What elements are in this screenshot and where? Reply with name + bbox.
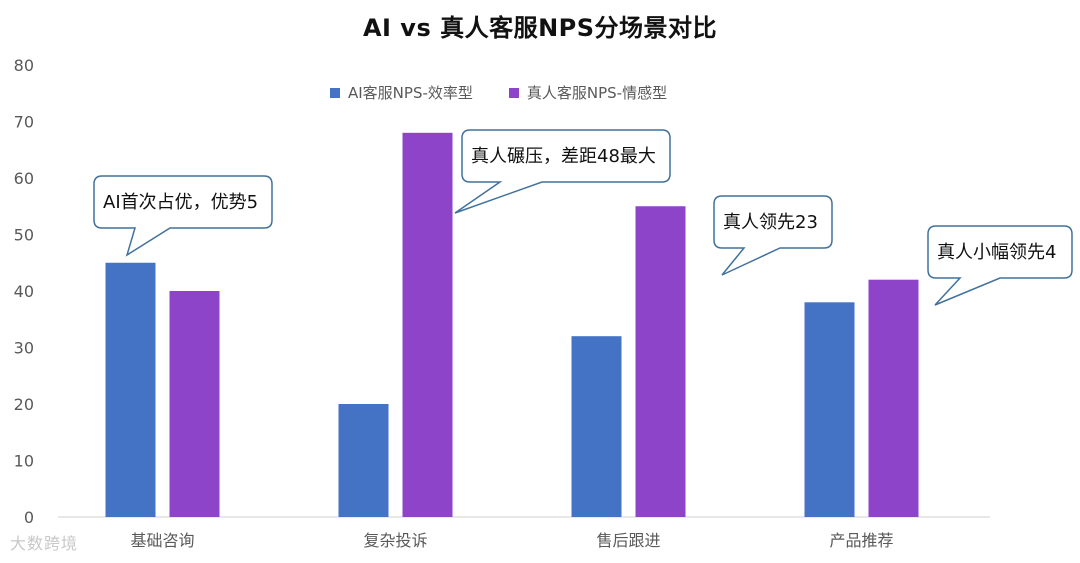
y-tick-label: 80 xyxy=(14,56,34,75)
bar xyxy=(868,279,919,517)
watermark: 大数跨境 xyxy=(10,534,79,553)
x-tick-label: 基础咨询 xyxy=(130,531,194,550)
legend-item-human: 真人客服NPS-情感型 xyxy=(508,82,668,103)
bar xyxy=(402,132,453,518)
legend: AI客服NPS-效率型 真人客服NPS-情感型 xyxy=(330,82,667,103)
y-tick-label: 0 xyxy=(24,508,34,527)
callout-bubble xyxy=(713,195,833,276)
callout-text: 真人领先23 xyxy=(723,212,818,233)
x-tick-label: 售后跟进 xyxy=(596,531,660,550)
y-tick-label: 40 xyxy=(14,282,34,301)
callout-bubble xyxy=(927,225,1073,306)
legend-item-ai: AI客服NPS-效率型 xyxy=(330,82,473,103)
bar xyxy=(105,262,156,517)
legend-swatch-ai xyxy=(330,87,340,98)
bar xyxy=(804,302,855,517)
y-tick-label: 10 xyxy=(14,452,34,471)
y-tick-label: 30 xyxy=(14,339,34,358)
y-tick-label: 50 xyxy=(14,226,34,245)
legend-swatch-human xyxy=(508,87,519,98)
bar xyxy=(571,336,622,517)
legend-label-human: 真人客服NPS-情感型 xyxy=(526,84,668,102)
y-tick-label: 60 xyxy=(14,169,34,188)
bar xyxy=(169,291,220,517)
bar xyxy=(338,404,389,517)
legend-label-ai: AI客服NPS-效率型 xyxy=(348,84,473,102)
bar xyxy=(635,206,686,517)
x-tick-label: 产品推荐 xyxy=(829,531,893,550)
callout-text: 真人碾压，差距48最大 xyxy=(471,146,656,167)
y-tick-label: 20 xyxy=(14,395,34,414)
x-tick-label: 复杂投诉 xyxy=(363,531,427,550)
callout-text: AI首次占优，优势5 xyxy=(103,192,258,213)
callout-bubble xyxy=(454,129,671,214)
y-tick-label: 70 xyxy=(14,113,34,132)
chart-title: AI vs 真人客服NPS分场景对比 xyxy=(362,14,718,42)
callout-bubble xyxy=(93,175,273,257)
callout-text: 真人小幅领先4 xyxy=(937,242,1056,263)
